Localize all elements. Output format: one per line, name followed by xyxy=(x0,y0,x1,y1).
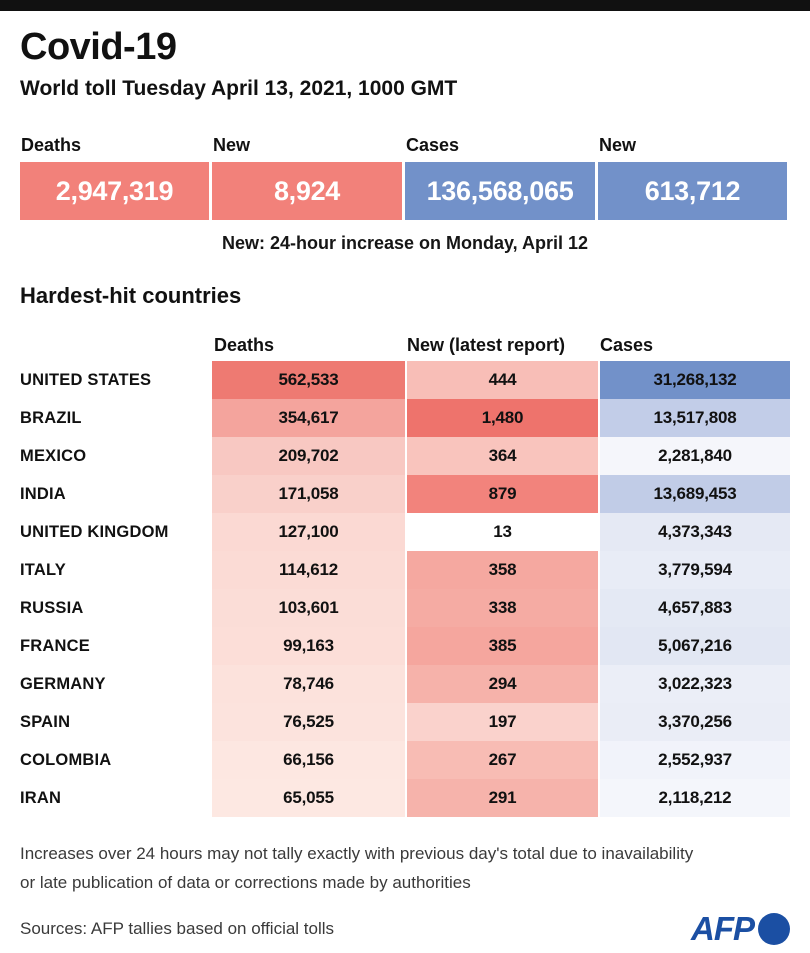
footnote-line1: Increases over 24 hours may not tally ex… xyxy=(20,844,694,863)
country-name: RUSSIA xyxy=(20,598,84,617)
country-name: UNITED STATES xyxy=(20,370,152,389)
country-table-body: UNITED STATES 562,533 444 31,268,132 BRAZIL 3… xyxy=(20,361,790,817)
table-row: FRANCE 99,163 385 5,067,216 xyxy=(20,627,790,665)
column-header-cases: Cases xyxy=(600,335,654,355)
country-name: ITALY xyxy=(20,560,66,579)
cases-cell: 4,373,343 xyxy=(598,513,790,551)
cases-cell: 2,281,840 xyxy=(598,437,790,475)
deaths-cell: 65,055 xyxy=(212,779,405,817)
cases-cell: 13,517,808 xyxy=(598,399,790,437)
afp-logo-text: AFP xyxy=(691,910,755,947)
deaths-cell: 209,702 xyxy=(212,437,405,475)
table-header: Deaths New (latest report) Cases xyxy=(20,334,790,356)
section-heading: Hardest-hit countries xyxy=(20,283,242,308)
country-name: UNITED KINGDOM xyxy=(20,522,169,541)
infographic: Covid-19 World toll Tuesday April 13, 20… xyxy=(0,27,810,952)
deaths-cell: 127,100 xyxy=(212,513,405,551)
new-cell: 13 xyxy=(405,513,598,551)
new-cell: 444 xyxy=(405,361,598,399)
deaths-cell: 103,601 xyxy=(212,589,405,627)
table-row: RUSSIA 103,601 338 4,657,883 xyxy=(20,589,790,627)
country-name: BRAZIL xyxy=(20,408,82,427)
cases-cell: 3,370,256 xyxy=(598,703,790,741)
page-subtitle: World toll Tuesday April 13, 2021, 1000 … xyxy=(20,77,458,100)
column-header-country xyxy=(20,334,212,356)
new-cell: 291 xyxy=(405,779,598,817)
summary-note: New: 24-hour increase on Monday, April 1… xyxy=(221,233,589,253)
cases-cell: 3,022,323 xyxy=(598,665,790,703)
new-cell: 358 xyxy=(405,551,598,589)
summary-label-deaths: Deaths xyxy=(21,135,82,155)
new-cell: 879 xyxy=(405,475,598,513)
table-row: SPAIN 76,525 197 3,370,256 xyxy=(20,703,790,741)
cases-cell: 4,657,883 xyxy=(598,589,790,627)
table-row: MEXICO 209,702 364 2,281,840 xyxy=(20,437,790,475)
summary-value-cases: 136,568,065 xyxy=(405,162,595,220)
summary-label-new-deaths: New xyxy=(213,135,251,155)
cases-cell: 2,552,937 xyxy=(598,741,790,779)
country-name: MEXICO xyxy=(20,446,87,465)
new-cell: 267 xyxy=(405,741,598,779)
table-row: UNITED KINGDOM 127,100 13 4,373,343 xyxy=(20,513,790,551)
page-title: Covid-19 xyxy=(20,26,177,68)
deaths-cell: 114,612 xyxy=(212,551,405,589)
new-cell: 338 xyxy=(405,589,598,627)
cases-cell: 13,689,453 xyxy=(598,475,790,513)
country-name: IRAN xyxy=(20,788,62,807)
deaths-cell: 78,746 xyxy=(212,665,405,703)
new-cell: 364 xyxy=(405,437,598,475)
country-name: INDIA xyxy=(20,484,66,503)
deaths-cell: 354,617 xyxy=(212,399,405,437)
table-row: BRAZIL 354,617 1,480 13,517,808 xyxy=(20,399,790,437)
top-bar xyxy=(0,0,810,11)
new-cell: 1,480 xyxy=(405,399,598,437)
sources-text: Sources: AFP tallies based on official t… xyxy=(20,919,335,938)
deaths-cell: 562,533 xyxy=(212,361,405,399)
summary-value-new-deaths: 8,924 xyxy=(212,162,402,220)
country-name: SPAIN xyxy=(20,712,71,731)
table-row: UNITED STATES 562,533 444 31,268,132 xyxy=(20,361,790,399)
cases-cell: 31,268,132 xyxy=(598,361,790,399)
table-row: GERMANY 78,746 294 3,022,323 xyxy=(20,665,790,703)
summary-value-new-cases: 613,712 xyxy=(598,162,787,220)
new-cell: 294 xyxy=(405,665,598,703)
footnote-line2: or late publication of data or correctio… xyxy=(20,873,471,892)
deaths-cell: 99,163 xyxy=(212,627,405,665)
deaths-cell: 76,525 xyxy=(212,703,405,741)
table-row: ITALY 114,612 358 3,779,594 xyxy=(20,551,790,589)
country-name: GERMANY xyxy=(20,674,106,693)
cases-cell: 2,118,212 xyxy=(598,779,790,817)
afp-logo-dot-icon xyxy=(758,913,790,945)
cases-cell: 3,779,594 xyxy=(598,551,790,589)
table-row: INDIA 171,058 879 13,689,453 xyxy=(20,475,790,513)
footnote: Increases over 24 hours may not tally ex… xyxy=(20,839,790,897)
summary-boxes: 2,947,319 8,924 136,568,065 613,712 xyxy=(20,162,790,220)
afp-logo: AFP xyxy=(691,910,790,948)
country-name: FRANCE xyxy=(20,636,90,655)
table-row: COLOMBIA 66,156 267 2,552,937 xyxy=(20,741,790,779)
column-header-new: New (latest report) xyxy=(407,335,566,355)
summary-labels: Deaths New Cases New xyxy=(20,135,790,156)
footer-row: Sources: AFP tallies based on official t… xyxy=(20,906,790,952)
deaths-cell: 66,156 xyxy=(212,741,405,779)
column-header-deaths: Deaths xyxy=(214,335,275,355)
summary-label-new-cases: New xyxy=(599,135,637,155)
deaths-cell: 171,058 xyxy=(212,475,405,513)
new-cell: 385 xyxy=(405,627,598,665)
country-name: COLOMBIA xyxy=(20,750,112,769)
table-row: IRAN 65,055 291 2,118,212 xyxy=(20,779,790,817)
summary-label-cases: Cases xyxy=(406,135,460,155)
cases-cell: 5,067,216 xyxy=(598,627,790,665)
new-cell: 197 xyxy=(405,703,598,741)
summary-value-deaths: 2,947,319 xyxy=(20,162,209,220)
